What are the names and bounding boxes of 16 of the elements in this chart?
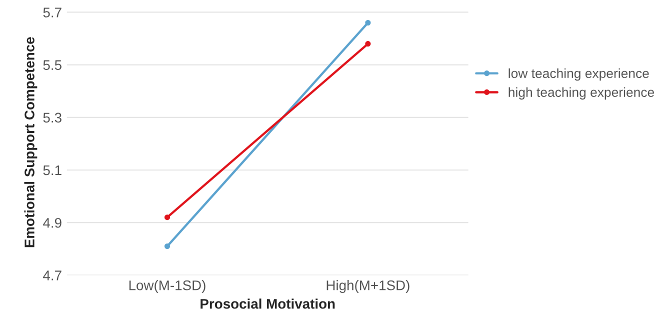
x-axis-title: Prosocial Motivation xyxy=(200,298,335,309)
point xyxy=(365,41,371,47)
y-tick-label: 5.3 xyxy=(43,112,62,123)
legend-label: low teaching experience xyxy=(508,68,649,81)
y-tick-label: 5.1 xyxy=(43,165,62,176)
y-tick-label: 5.7 xyxy=(43,8,62,18)
y-tick-label: 4.9 xyxy=(43,218,62,228)
legend-label: high teaching experience xyxy=(508,87,654,100)
x-tick-label: Low(M-1SD) xyxy=(129,280,206,293)
y-tick-label: 5.5 xyxy=(43,60,62,70)
point xyxy=(164,214,170,220)
x-tick-label: High(M+1SD) xyxy=(326,280,410,294)
point xyxy=(365,20,371,26)
y-tick-label: 4.7 xyxy=(43,270,62,280)
point xyxy=(164,243,170,250)
y-axis-title: Emotional Support Competence xyxy=(24,37,38,248)
